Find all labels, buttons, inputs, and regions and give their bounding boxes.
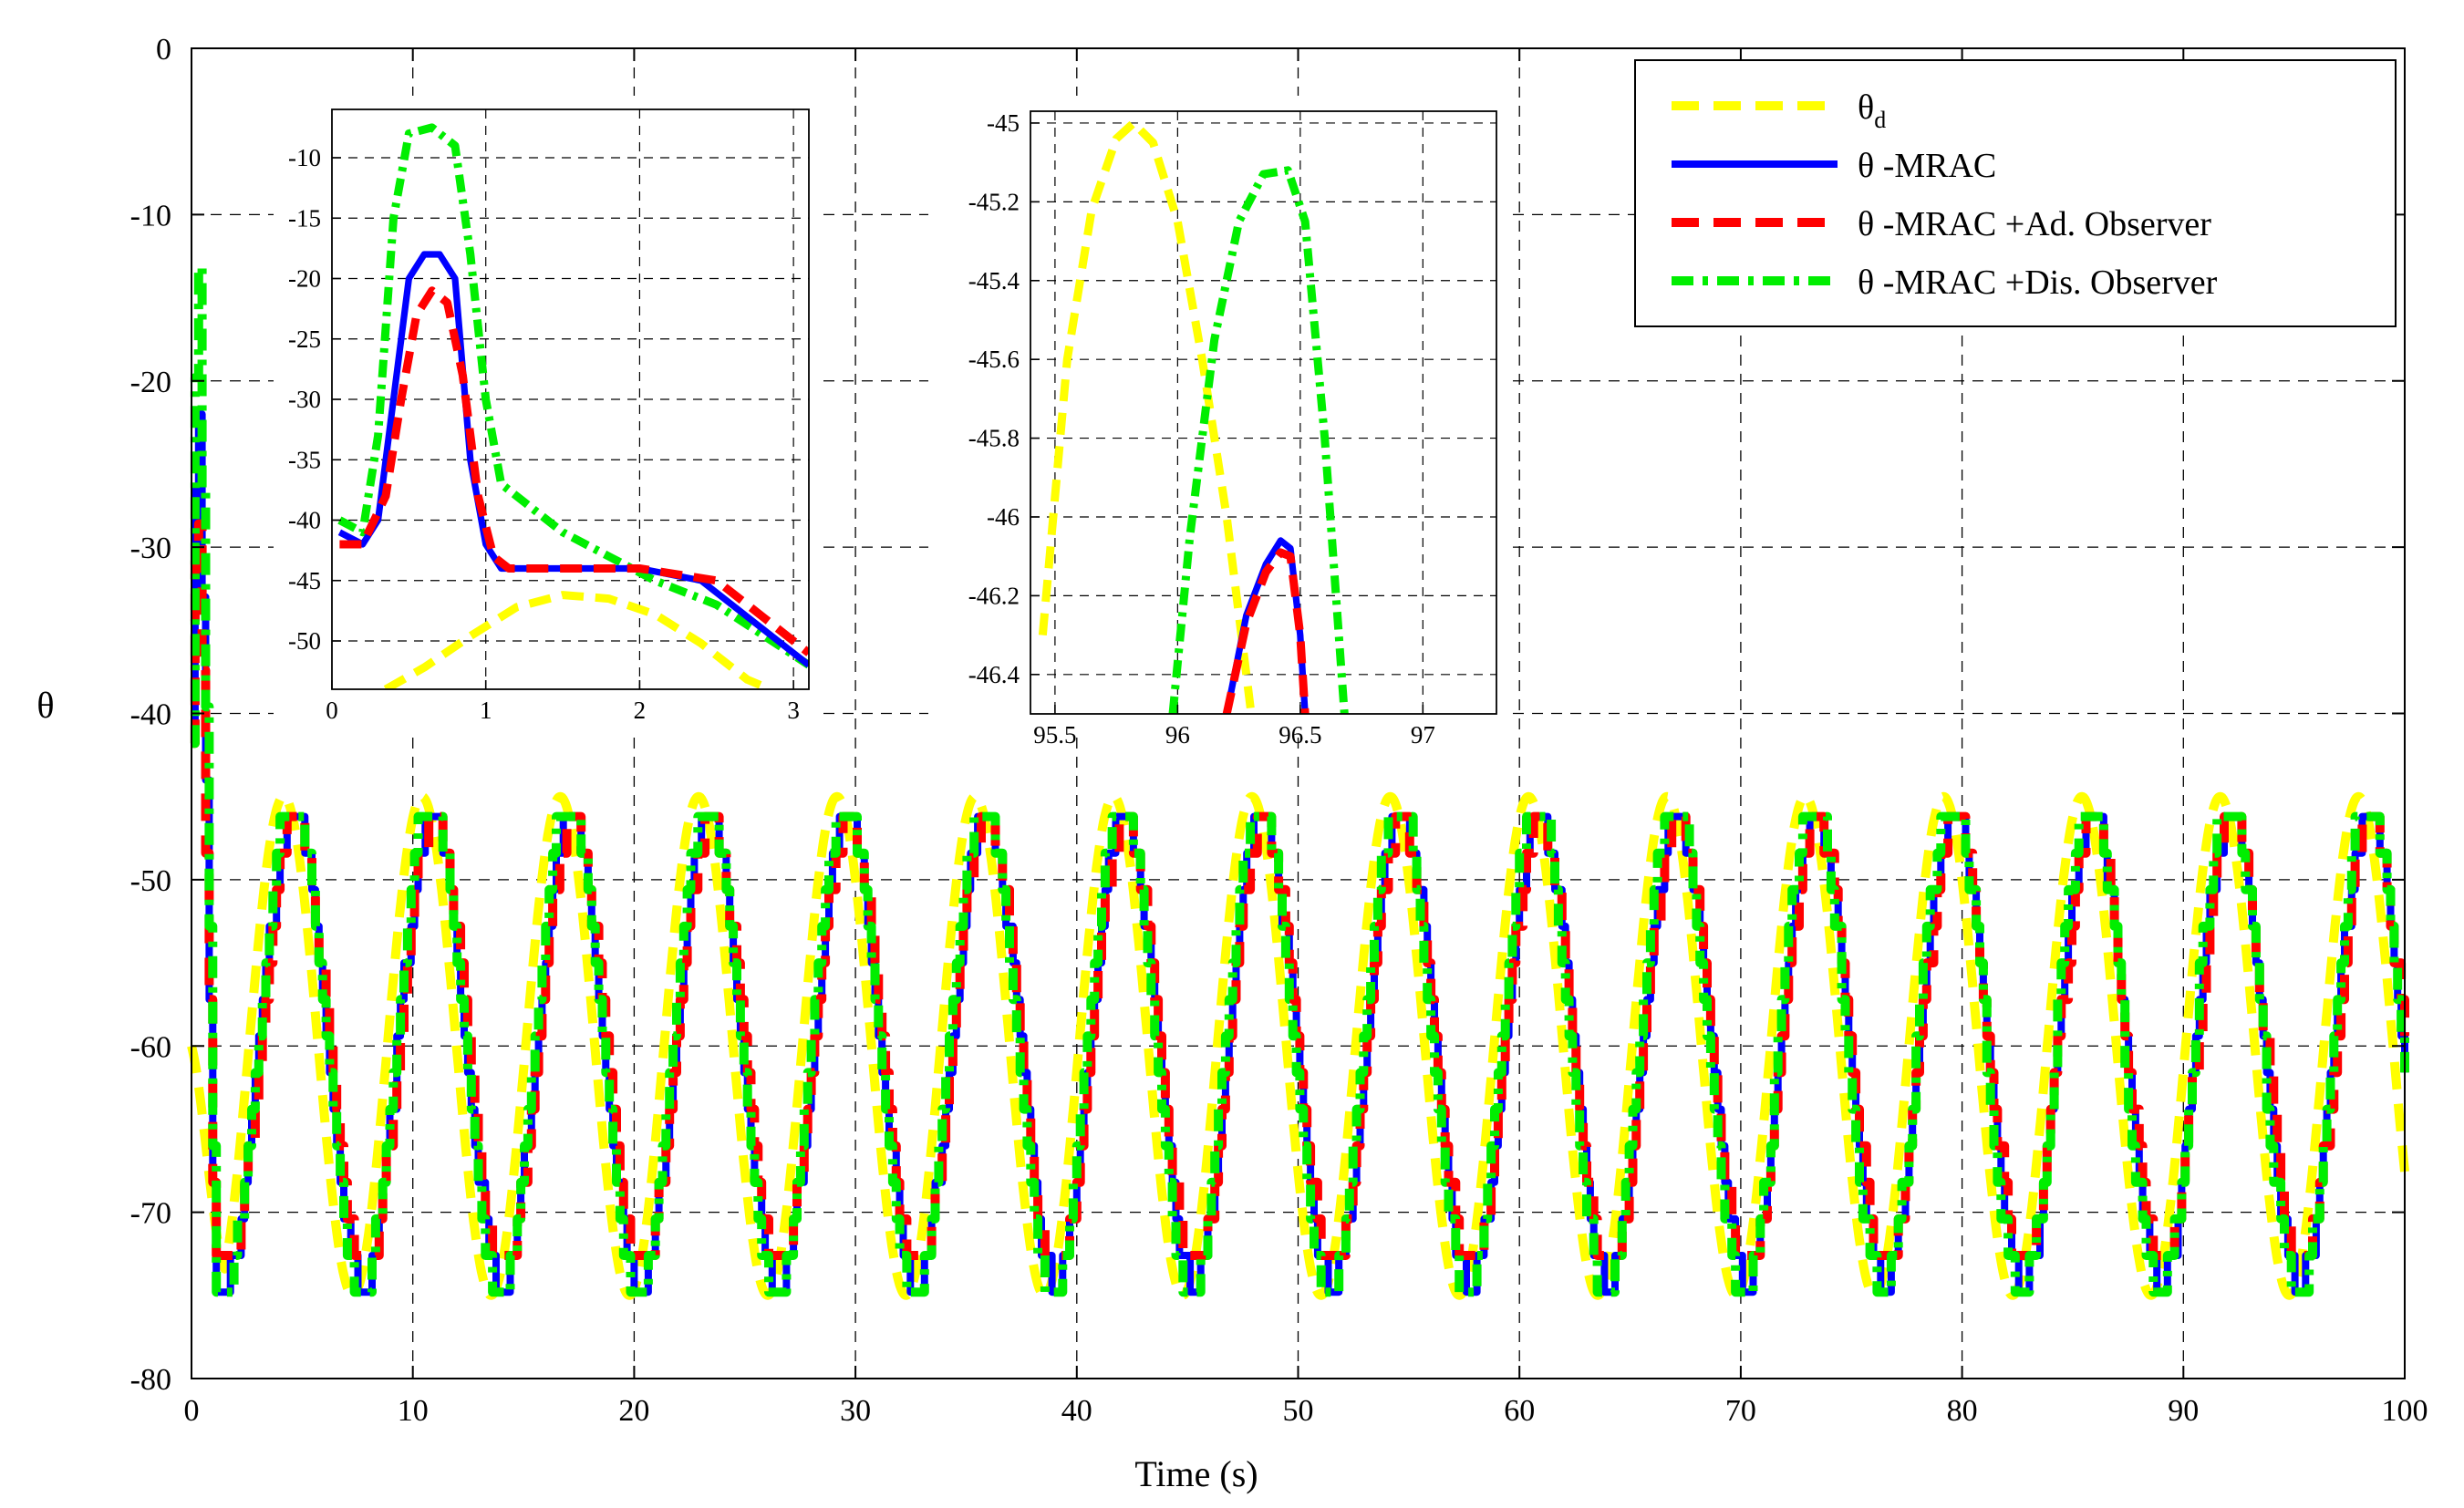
inset-end-series-desired <box>1038 119 1256 714</box>
series-mrac-dis-observer <box>190 263 2409 1297</box>
inset-start-y-tick-label-1: -15 <box>288 204 321 232</box>
y-tick-label-8: -80 <box>130 1363 171 1397</box>
legend-label-series-mrac-ad-observer: θ -MRAC +Ad. Observer <box>1858 205 2211 243</box>
inset-end-y-tick-label-6: -46.2 <box>968 582 1020 609</box>
inset-start-x-tick-label-0: 0 <box>326 697 338 724</box>
inset-start-x-tick-label-3: 3 <box>787 697 800 724</box>
series-desired <box>187 791 2409 1300</box>
inset-end-y-tick-label-5: -46 <box>987 503 1020 531</box>
x-axis-label: Time (s) <box>1134 1453 1258 1494</box>
inset-start-y-tick-label-6: -40 <box>288 507 321 534</box>
inset-end-series <box>1038 119 1349 714</box>
legend-label-series-mrac: θ -MRAC <box>1858 147 1996 185</box>
y-tick-label-3: -30 <box>130 532 171 565</box>
x-tick-label-1: 10 <box>398 1394 429 1428</box>
y-tick-label-0: 0 <box>156 33 171 67</box>
x-tick-label-8: 80 <box>1947 1394 1978 1428</box>
inset-end-x-tick-label-1: 96 <box>1165 721 1190 749</box>
inset-start-y-tick-label-7: -45 <box>288 567 321 594</box>
legend: θd θ -MRAC θ -MRAC +Ad. Observer θ -MRAC +D… <box>1634 59 2397 327</box>
y-tick-label-7: -70 <box>130 1197 171 1231</box>
inset-start-series-desired <box>383 591 772 689</box>
y-tick-label-5: -50 <box>130 864 171 898</box>
inset-end-y-tick-label-4: -45.8 <box>968 425 1020 452</box>
inset-end-y-tick-label-7: -46.4 <box>968 661 1020 688</box>
inset-start-y-tick-label-4: -30 <box>288 386 321 413</box>
inset-end-y-tick-label-3: -45.6 <box>968 346 1020 373</box>
x-tick-label-4: 40 <box>1061 1394 1092 1428</box>
x-tick-label-3: 30 <box>840 1394 871 1428</box>
inset-end-chart: 95.5 96 96.5 97 -45 -45.2 -45.4 -45.6 -45.8 -46 -4… <box>928 96 1508 749</box>
y-tick-label-1: -10 <box>130 199 171 232</box>
inset-end-y-tick-label-1: -45.2 <box>968 188 1020 215</box>
inset-start-y-tick-label-8: -50 <box>288 627 321 655</box>
inset-start-series-mrac-dis-observer <box>337 123 809 669</box>
x-tick-label-5: 50 <box>1283 1394 1314 1428</box>
inset-start-y-tick-label-2: -20 <box>288 265 321 293</box>
inset-end-x-tick-label-3: 97 <box>1411 721 1435 749</box>
inset-end-background <box>1030 111 1496 714</box>
legend-label-series-desired: θd <box>1858 88 1886 133</box>
legend-label-series-mrac-dis-observer: θ -MRAC +Dis. Observer <box>1858 263 2218 302</box>
inset-start-series <box>337 123 809 689</box>
x-tick-label-10: 100 <box>2382 1394 2428 1428</box>
inset-end-y-tick-label-0: -45 <box>987 109 1020 137</box>
inset-start-series-mrac-ad-observer <box>339 286 809 656</box>
main-tick-labels: 0 10 20 30 40 50 60 70 80 90 1000-10-20-30-40-50-6… <box>130 33 2428 1428</box>
inset-end-x-tick-label-0: 95.5 <box>1033 721 1076 749</box>
inset-start-y-tick-label-3: -25 <box>288 325 321 353</box>
y-tick-label-4: -40 <box>130 698 171 732</box>
inset-start-y-tick-label-0: -10 <box>288 144 321 171</box>
main-series <box>187 263 2409 1300</box>
inset-end-y-tick-label-2: -45.4 <box>968 267 1020 294</box>
inset-start-x-tick-label-1: 1 <box>480 697 492 724</box>
y-tick-label-2: -20 <box>130 366 171 399</box>
inset-end-series-mrac <box>1223 537 1309 714</box>
y-tick-label-6: -60 <box>130 1030 171 1064</box>
x-tick-label-0: 0 <box>184 1394 200 1428</box>
inset-start-x-tick-label-2: 2 <box>634 697 647 724</box>
x-tick-label-2: 20 <box>618 1394 649 1428</box>
x-tick-label-9: 90 <box>2168 1394 2199 1428</box>
inset-end-series-mrac-ad-observer <box>1222 548 1310 714</box>
x-tick-label-6: 60 <box>1504 1394 1535 1428</box>
x-tick-label-7: 70 <box>1725 1394 1756 1428</box>
inset-end-series-mrac-dis-observer <box>1168 166 1349 714</box>
inset-start-chart: 0 1 2 3 -10 -15 -20 -25 -30 -35 -40 -45 -50 <box>274 96 821 734</box>
inset-start-y-tick-label-5: -35 <box>288 446 321 473</box>
y-axis-label: θ <box>36 685 54 726</box>
inset-end-x-tick-label-2: 96.5 <box>1279 721 1321 749</box>
inset-end-border <box>1030 110 1497 715</box>
